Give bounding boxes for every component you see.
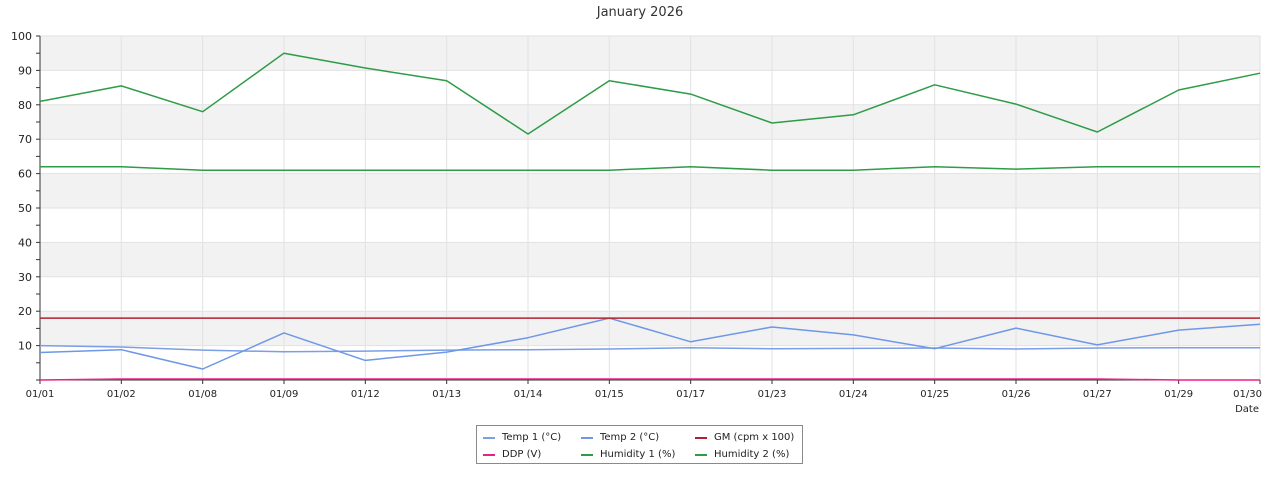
x-tick-label: 01/27	[1083, 389, 1112, 400]
x-axis-label: Date	[1235, 404, 1259, 415]
axes	[36, 35, 1261, 384]
x-tick-label: 01/08	[188, 389, 217, 400]
x-tick-label: 01/02	[107, 389, 136, 400]
legend-label: DDP (V)	[502, 449, 542, 460]
x-tick-label: 01/26	[1002, 389, 1031, 400]
grid-lines	[39, 35, 1261, 380]
y-tick-labels: 10 20 30 40 50 60 70 80 90 100	[11, 30, 32, 353]
y-tick-label: 70	[18, 133, 32, 146]
x-tick-label: 01/12	[351, 389, 380, 400]
series-line-ddp-v	[39, 378, 1260, 381]
series-line-temp-2-c	[39, 317, 1261, 370]
x-tick-label: 01/15	[595, 389, 624, 400]
legend-swatch	[483, 437, 495, 439]
x-tick-label: 01/09	[270, 389, 299, 400]
y-tick-label: 90	[18, 64, 32, 77]
legend-label: Temp 1 (°C)	[502, 432, 562, 443]
legend-swatch	[581, 454, 593, 456]
x-tick-label: 01/14	[514, 389, 543, 400]
background-band	[40, 104, 1260, 140]
x-tick-label: 01/30	[1233, 389, 1262, 400]
y-tick-label: 80	[18, 99, 32, 112]
legend-label: GM (cpm x 100)	[714, 432, 795, 443]
series-lines	[39, 52, 1261, 381]
legend-swatch	[695, 454, 707, 456]
legend-swatch	[483, 454, 495, 456]
legend: Temp 1 (°C) Temp 2 (°C) GM (cpm x 100) DDP …	[476, 425, 803, 464]
series-line-humidity-1	[39, 52, 1261, 135]
y-tick-label: 50	[18, 202, 32, 215]
x-tick-label: 01/13	[432, 389, 461, 400]
y-tick-label: 60	[18, 168, 32, 181]
background-band	[40, 36, 1260, 71]
y-tick-label: 30	[18, 271, 32, 284]
y-tick-label: 40	[18, 236, 32, 249]
x-tick-labels: 01/01 01/02 01/08 01/09 01/12 01/13 01/14 01/15…	[26, 389, 1262, 400]
plot-background-bands	[40, 36, 1260, 346]
background-band	[40, 242, 1260, 277]
legend-label: Temp 2 (°C)	[600, 432, 660, 443]
legend-swatch	[581, 437, 593, 439]
series-line-humidity-2	[40, 165, 1260, 171]
y-tick-label: 20	[18, 305, 32, 318]
x-tick-label: 01/23	[758, 389, 787, 400]
legend-label: Humidity 1 (%)	[600, 449, 676, 460]
x-tick-label: 01/01	[26, 389, 55, 400]
background-band	[40, 311, 1260, 346]
y-tick-label: 10	[18, 340, 32, 353]
chart-title: January 2026	[596, 5, 684, 20]
legend-label: Humidity 2 (%)	[714, 449, 790, 460]
x-tick-label: 01/24	[839, 389, 868, 400]
series-line-temp-1-c	[39, 344, 1260, 353]
legend-swatch	[695, 437, 707, 439]
x-tick-label: 01/25	[920, 389, 949, 400]
y-tick-label: 100	[11, 30, 32, 43]
x-tick-label: 01/29	[1164, 389, 1193, 400]
x-tick-label: 01/17	[676, 389, 705, 400]
background-band	[40, 173, 1260, 208]
